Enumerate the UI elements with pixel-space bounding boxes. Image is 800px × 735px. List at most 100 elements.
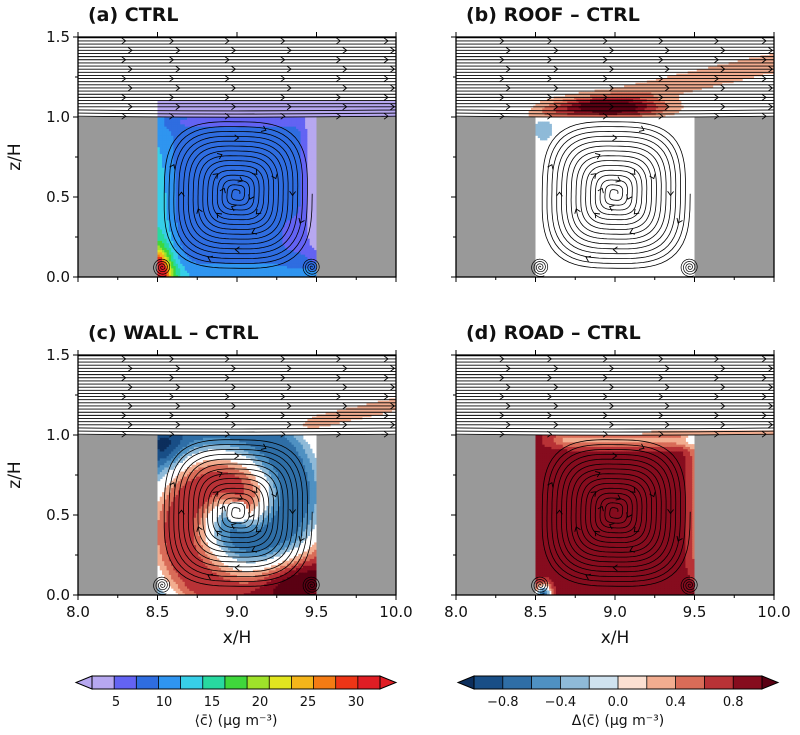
field-cell xyxy=(171,167,174,171)
field-cell xyxy=(225,155,229,159)
field-cell xyxy=(162,263,165,267)
field-cell xyxy=(200,178,204,182)
field-cell xyxy=(259,123,263,127)
field-cell xyxy=(298,210,302,214)
field-cell xyxy=(271,183,274,187)
field-cell xyxy=(291,251,295,255)
field-cell xyxy=(173,123,177,127)
field-cell xyxy=(271,272,274,276)
field-cell xyxy=(209,110,213,113)
field-cell xyxy=(302,267,306,271)
field-cell xyxy=(218,206,222,209)
field-cell xyxy=(271,270,274,273)
field-cell xyxy=(166,123,170,127)
field-cell xyxy=(298,215,302,219)
field-cell xyxy=(268,201,272,205)
field-cell xyxy=(184,203,188,207)
field-cell xyxy=(223,242,227,246)
field-cell xyxy=(205,263,208,267)
field-cell xyxy=(302,190,306,193)
field-cell xyxy=(302,174,306,177)
field-cell xyxy=(164,217,168,221)
field-cell xyxy=(280,210,283,214)
field-cell xyxy=(205,133,208,136)
field-cell xyxy=(286,251,290,255)
field-cell xyxy=(164,135,168,139)
field-cell xyxy=(259,169,263,173)
field-cell xyxy=(277,194,281,198)
field-cell xyxy=(268,263,272,267)
field-cell xyxy=(196,114,199,118)
field-cell xyxy=(243,215,247,219)
field-cell xyxy=(198,233,202,237)
field-cell xyxy=(218,126,222,129)
field-cell xyxy=(250,137,254,141)
field-cell xyxy=(273,119,277,123)
field-cell xyxy=(184,181,188,184)
field-cell xyxy=(289,123,293,127)
field-cell xyxy=(282,263,286,267)
field-cell xyxy=(298,144,302,148)
field-cell xyxy=(298,231,302,235)
field-cell xyxy=(271,242,274,246)
field-cell xyxy=(300,160,304,164)
field-cell xyxy=(293,183,297,187)
field-cell xyxy=(223,224,227,228)
field-cell xyxy=(175,210,179,214)
field-cell xyxy=(207,261,211,264)
field-cell xyxy=(248,183,252,187)
field-cell xyxy=(239,240,243,244)
field-cell xyxy=(175,265,179,269)
field-cell xyxy=(202,233,206,237)
field-cell xyxy=(166,242,170,246)
field-cell xyxy=(180,110,183,113)
field-cell xyxy=(298,197,302,200)
field-cell xyxy=(237,213,240,216)
field-cell xyxy=(237,270,240,273)
field-cell xyxy=(255,199,258,203)
field-cell xyxy=(237,146,240,150)
field-cell xyxy=(218,121,222,125)
field-cell xyxy=(164,181,168,184)
field-cell xyxy=(266,238,270,241)
field-cell xyxy=(168,123,172,127)
field-cell xyxy=(212,267,215,271)
field-cell xyxy=(230,123,233,127)
field-cell xyxy=(166,181,170,184)
field-cell xyxy=(182,139,186,143)
field-cell xyxy=(209,256,213,260)
field-cell xyxy=(296,270,299,273)
field-cell xyxy=(243,130,247,134)
field-cell xyxy=(159,117,163,120)
field-cell xyxy=(223,197,227,200)
field-cell xyxy=(277,117,281,120)
field-cell xyxy=(255,149,258,152)
field-cell xyxy=(273,165,277,168)
field-cell xyxy=(205,110,208,113)
field-cell xyxy=(237,258,240,262)
field-cell xyxy=(168,231,172,235)
field-cell xyxy=(173,103,177,107)
field-cell xyxy=(302,155,306,159)
field-cell xyxy=(293,226,297,230)
field-cell xyxy=(180,117,183,120)
field-cell xyxy=(168,206,172,209)
field-cell xyxy=(223,107,227,111)
field-cell xyxy=(166,176,170,180)
field-cell xyxy=(277,101,281,104)
field-cell xyxy=(268,235,272,239)
field-cell xyxy=(175,203,179,207)
field-cell xyxy=(212,144,215,148)
field-cell xyxy=(207,117,211,120)
field-cell xyxy=(300,130,304,134)
field-cell xyxy=(157,181,161,184)
field-cell xyxy=(187,123,190,127)
field-cell xyxy=(255,181,258,184)
field-cell xyxy=(212,197,215,200)
field-cell xyxy=(227,258,231,262)
field-cell xyxy=(182,238,186,241)
field-cell xyxy=(243,256,247,260)
field-cell xyxy=(202,270,206,273)
field-cell xyxy=(202,222,206,225)
field-cell xyxy=(232,167,236,171)
